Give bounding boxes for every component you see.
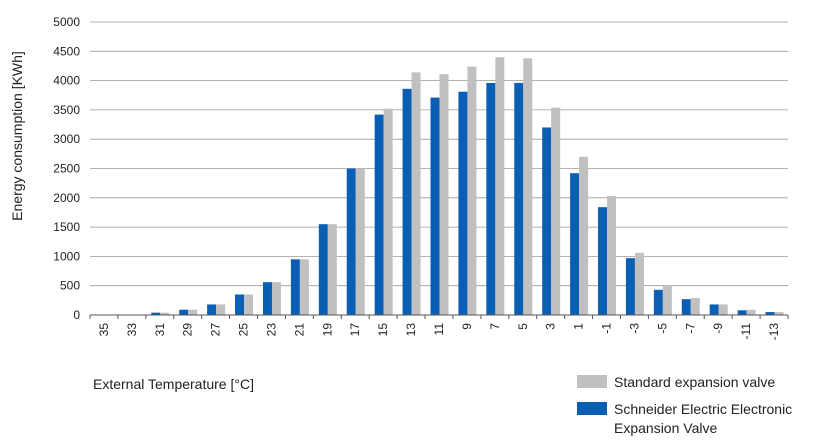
x-tick-label: -9 (711, 323, 725, 334)
x-tick-label: 15 (376, 323, 390, 337)
x-tick-label: -5 (655, 323, 669, 334)
y-tick-label: 2500 (53, 162, 80, 176)
legend-swatch-standard (577, 375, 607, 388)
bar-schneider (681, 299, 691, 315)
x-tick-label: 25 (237, 323, 251, 337)
bar-standard (607, 196, 617, 315)
bar-standard (271, 282, 281, 315)
y-tick-label: 5000 (53, 15, 80, 29)
bar-standard (746, 309, 756, 315)
bar-standard (383, 108, 393, 315)
bar-standard (662, 286, 672, 315)
bar-standard (523, 58, 533, 315)
x-tick-label: 7 (488, 323, 502, 330)
x-tick-label: -3 (627, 323, 641, 334)
x-tick-label: -11 (739, 323, 753, 340)
bar-standard (439, 74, 449, 316)
y-axis-ticks: 0 500 1000 1500 2000 2500 3000 3500 4000 4500 5000 (53, 15, 80, 322)
x-tick-label: 1 (572, 323, 586, 330)
bar-schneider (570, 173, 580, 315)
bar-standard (579, 156, 589, 315)
bar-schneider (709, 304, 719, 315)
x-tick-label: 23 (264, 323, 278, 337)
bar-standard (495, 57, 505, 315)
x-tick-label: 21 (292, 323, 306, 337)
bar-standard (718, 304, 728, 315)
bar-schneider (346, 168, 356, 315)
x-tick-label: -7 (683, 323, 697, 334)
bar-schneider (514, 82, 524, 315)
y-axis-label: Energy consumption [KWh] (9, 51, 25, 221)
x-tick-label: 33 (125, 323, 139, 337)
x-tick-label: -1 (600, 323, 614, 334)
bar-schneider (458, 91, 468, 315)
x-tick-label: 29 (181, 323, 195, 337)
x-tick-label: 17 (348, 323, 362, 337)
bar-schneider (290, 259, 300, 315)
y-tick-label: 3500 (53, 103, 80, 117)
x-tick-label: 31 (153, 323, 167, 337)
bar-schneider (179, 309, 189, 315)
bar-schneider (598, 207, 608, 315)
bar-standard (690, 298, 700, 315)
x-axis-label: External Temperature [°C] (93, 376, 254, 392)
bar-schneider (430, 97, 440, 316)
y-tick-label: 1500 (53, 220, 80, 234)
bar-schneider (765, 312, 775, 315)
bar-standard (160, 312, 170, 315)
bar-standard (551, 107, 561, 315)
y-tick-label: 3000 (53, 132, 80, 146)
bar-standard (244, 294, 254, 315)
legend-label-schneider-line2: Expansion Valve (614, 420, 717, 436)
legend-label-standard: Standard expansion valve (614, 374, 775, 390)
y-tick-label: 1000 (53, 249, 80, 263)
x-tick-label: 5 (516, 323, 530, 330)
bar-standard (299, 259, 309, 315)
bar-schneider (207, 304, 217, 315)
bar-schneider (542, 127, 552, 315)
bar-standard (188, 309, 198, 315)
x-tick-label: 13 (404, 323, 418, 337)
bar-standard (774, 312, 784, 315)
x-tick-label: 35 (97, 323, 111, 337)
x-axis-ticks: 35 33 31 29 27 25 23 21 19 17 15 13 11 9 7 5 3 1 -1 -3 -5 -7-… (89, 315, 789, 341)
y-tick-label: 4500 (53, 44, 80, 58)
legend-label-schneider-line1: Schneider Electric Electronic (614, 401, 792, 417)
bar-schneider (235, 294, 245, 315)
x-tick-label: -13 (767, 323, 781, 341)
bar-standard (411, 72, 421, 316)
x-tick-label: 11 (432, 323, 446, 336)
bar-standard (216, 304, 226, 315)
x-tick-label: 27 (209, 323, 223, 337)
bar-schneider (318, 224, 328, 315)
bar-schneider (262, 282, 272, 315)
bar-schneider (402, 88, 412, 315)
x-tick-label: 9 (460, 323, 474, 330)
legend-swatch-schneider (577, 402, 607, 415)
bar-standard (327, 224, 337, 315)
bar-standard (355, 168, 365, 315)
bar-standard (467, 66, 477, 315)
x-tick-label: 3 (544, 323, 558, 330)
bar-standard (634, 252, 644, 315)
bar-schneider (151, 312, 161, 315)
bar-schneider (625, 258, 635, 315)
y-tick-label: 2000 (53, 191, 80, 205)
bar-schneider (486, 82, 496, 315)
bar-schneider (653, 289, 663, 315)
bar-schneider (374, 114, 384, 315)
y-tick-label: 4000 (53, 74, 80, 88)
x-tick-label: 19 (320, 323, 334, 337)
bars (151, 57, 784, 316)
bar-schneider (737, 310, 747, 315)
legend: Standard expansion valve Schneider Elect… (577, 374, 792, 436)
y-tick-label: 500 (60, 279, 80, 293)
y-tick-label: 0 (73, 308, 80, 322)
